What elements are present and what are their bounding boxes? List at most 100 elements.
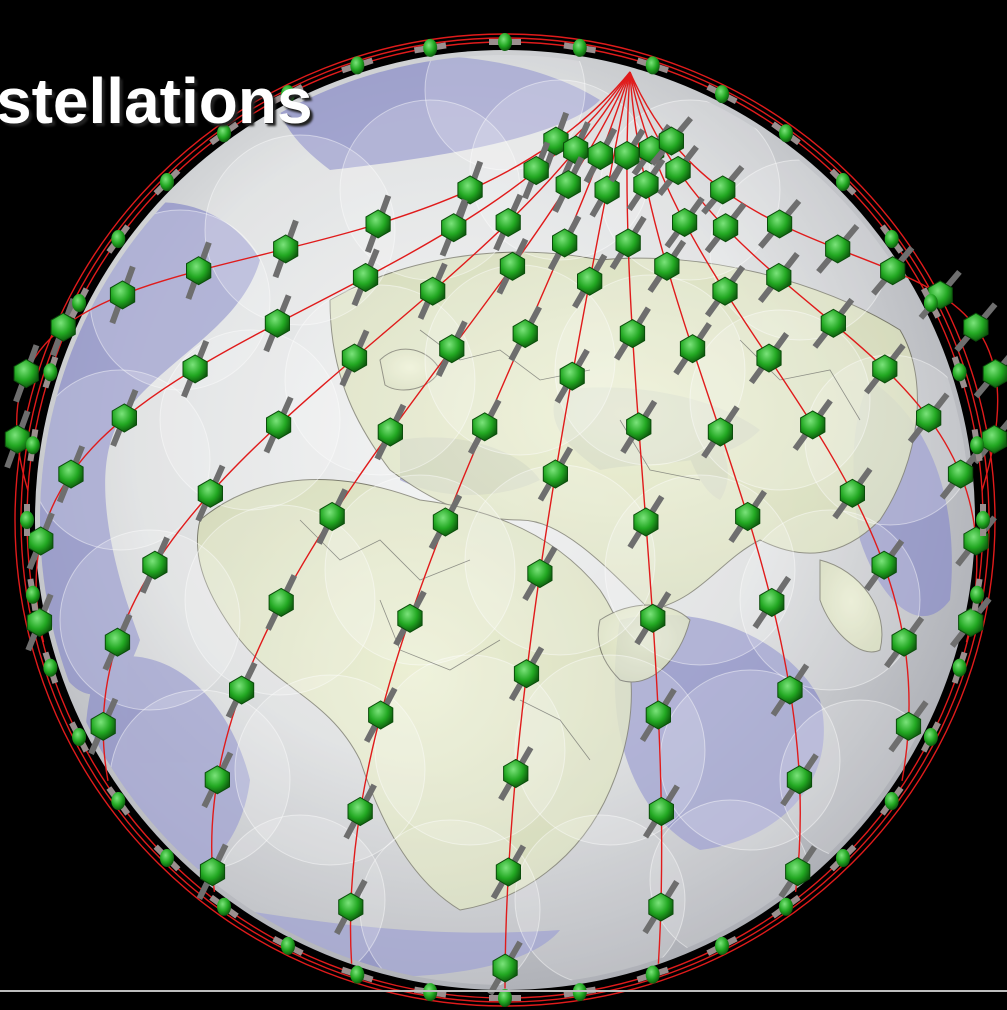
satellite-body xyxy=(280,85,295,104)
satellite-icon xyxy=(620,399,658,454)
satellite-icon xyxy=(341,965,374,984)
satellite-body xyxy=(377,417,403,447)
satellite-body xyxy=(25,436,40,455)
satellite-icon xyxy=(467,398,502,455)
satellite-icon xyxy=(888,700,929,753)
satellite-body xyxy=(626,412,652,442)
satellite-body xyxy=(648,892,674,922)
satellite-body xyxy=(672,207,698,237)
satellite-icon xyxy=(493,193,524,252)
satellite-body xyxy=(72,293,87,312)
satellite-body xyxy=(871,550,897,580)
satellite-body xyxy=(777,675,803,705)
satellite-body xyxy=(58,459,84,489)
satellite-body xyxy=(498,33,512,51)
bottom-divider xyxy=(0,990,1007,992)
satellite-icon xyxy=(614,306,651,361)
satellite-icon xyxy=(374,403,407,461)
satellite-icon xyxy=(970,578,985,612)
satellite-icon xyxy=(704,265,746,318)
satellite-body xyxy=(503,758,529,789)
satellite-icon xyxy=(69,287,90,319)
satellite-body xyxy=(439,334,465,364)
satellite-icon xyxy=(752,575,792,629)
satellite-icon xyxy=(88,697,119,755)
satellite-icon xyxy=(42,356,59,389)
satellite-body xyxy=(552,228,578,258)
satellite-body xyxy=(963,312,989,342)
satellite-icon xyxy=(951,356,968,389)
satellite-icon xyxy=(829,844,857,872)
satellite-icon xyxy=(263,396,294,454)
satellite-icon xyxy=(195,464,226,522)
satellite-body xyxy=(13,358,39,389)
satellite-icon xyxy=(949,596,992,648)
satellite-icon xyxy=(976,504,990,536)
satellite-body xyxy=(658,126,684,156)
satellite-body xyxy=(633,507,659,537)
satellite-icon xyxy=(771,894,801,919)
satellite-body xyxy=(778,897,793,916)
satellite-body xyxy=(26,607,53,637)
satellite-icon xyxy=(609,215,647,270)
satellite-body xyxy=(423,38,438,57)
satellite-icon xyxy=(907,392,950,444)
satellite-body xyxy=(835,173,850,192)
satellite-icon xyxy=(627,494,665,550)
satellite-icon xyxy=(225,661,258,719)
satellite-icon xyxy=(496,238,529,295)
satellite-body xyxy=(527,558,553,589)
satellite-body xyxy=(492,953,518,983)
satellite-body xyxy=(952,363,967,382)
satellite-body xyxy=(441,213,467,243)
satellite-body xyxy=(645,965,660,984)
satellite-body xyxy=(319,501,345,532)
satellite-body xyxy=(341,343,368,373)
satellite-icon xyxy=(185,241,212,300)
satellite-body xyxy=(182,354,208,384)
satellite-icon xyxy=(20,504,34,536)
satellite-body xyxy=(970,436,985,455)
satellite-body xyxy=(43,658,58,677)
satellite-icon xyxy=(771,121,801,146)
satellite-icon xyxy=(334,879,368,935)
satellite-body xyxy=(766,262,792,293)
satellite-body xyxy=(264,308,290,338)
satellite-icon xyxy=(792,398,833,451)
satellite-body xyxy=(707,417,733,447)
satellite-body xyxy=(338,892,364,922)
satellite-icon xyxy=(542,111,570,171)
satellite-icon xyxy=(973,348,1007,399)
satellite-body xyxy=(397,603,423,633)
satellite-icon xyxy=(770,663,810,717)
satellite-icon xyxy=(69,721,90,753)
satellite-body xyxy=(90,711,116,741)
satellite-icon xyxy=(508,305,542,362)
satellites xyxy=(4,33,1007,1007)
satellite-icon xyxy=(547,214,582,271)
satellite-icon xyxy=(634,591,672,646)
satellite-icon xyxy=(341,56,374,75)
satellite-body xyxy=(884,791,899,810)
satellite-body xyxy=(712,213,739,243)
satellite-body xyxy=(217,897,232,916)
satellite-body xyxy=(204,765,230,795)
satellite-icon xyxy=(25,593,54,652)
satellite-icon xyxy=(639,687,677,743)
satellite-icon xyxy=(871,245,915,296)
satellite-icon xyxy=(42,651,59,684)
satellite-icon xyxy=(537,446,573,502)
satellite-body xyxy=(982,358,1007,389)
satellite-icon xyxy=(884,616,925,669)
satellite-icon xyxy=(106,786,131,816)
satellite-body xyxy=(923,728,938,747)
satellite-icon xyxy=(832,467,873,520)
satellite-body xyxy=(767,209,793,239)
satellite-body xyxy=(542,459,568,489)
satellite-body xyxy=(555,170,581,200)
satellite-body xyxy=(104,627,131,657)
satellite-icon xyxy=(647,239,687,293)
satellite-body xyxy=(273,234,299,264)
satellite-icon xyxy=(829,168,857,196)
